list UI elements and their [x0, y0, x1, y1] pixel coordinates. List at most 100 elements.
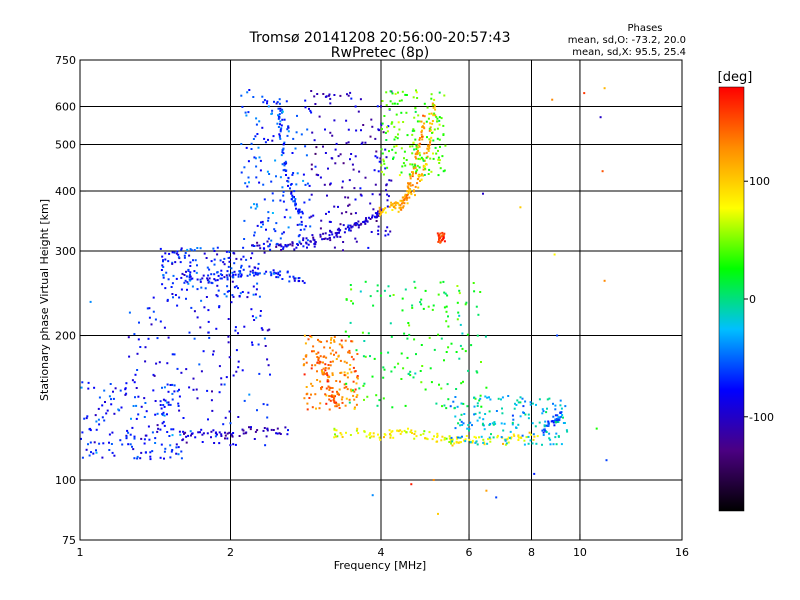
data-point [409, 431, 412, 433]
data-point [294, 147, 297, 150]
data-point [287, 429, 289, 432]
data-point [180, 248, 183, 251]
data-point [327, 94, 330, 97]
data-point [514, 402, 516, 405]
data-point [324, 393, 327, 396]
data-point [402, 367, 405, 370]
data-point [261, 220, 264, 223]
data-point [471, 439, 474, 442]
data-point [210, 436, 212, 439]
data-point [375, 220, 378, 222]
data-point [331, 372, 334, 375]
data-point [398, 206, 401, 209]
data-point [204, 287, 207, 290]
data-point [345, 382, 348, 385]
data-point [500, 422, 503, 425]
data-point [397, 202, 400, 205]
data-point [454, 415, 457, 418]
data-point [329, 221, 332, 223]
data-point [488, 410, 491, 413]
data-point [149, 455, 152, 458]
data-point [258, 244, 261, 247]
data-point [245, 258, 248, 261]
data-point [300, 220, 303, 223]
data-point [391, 406, 394, 409]
data-point [376, 213, 379, 216]
data-point [356, 223, 359, 226]
data-point [442, 280, 445, 283]
data-point [333, 401, 336, 404]
data-point [443, 232, 446, 235]
data-point [350, 355, 353, 358]
data-point [357, 226, 360, 229]
data-point [438, 119, 441, 122]
data-point [554, 421, 557, 424]
data-point [429, 122, 431, 125]
data-point [318, 115, 321, 118]
data-point [294, 203, 297, 206]
colorbar-label: [deg] [718, 70, 753, 85]
data-point [337, 155, 340, 158]
data-point [603, 87, 606, 90]
data-point [267, 237, 270, 240]
data-point [164, 252, 167, 255]
data-point [409, 145, 411, 148]
data-point [170, 286, 173, 288]
data-point [383, 162, 386, 165]
data-point [418, 120, 421, 123]
data-point [458, 314, 461, 317]
data-point [442, 237, 445, 240]
data-point [173, 251, 176, 254]
data-point [277, 276, 280, 279]
data-point [529, 439, 532, 442]
data-point [220, 435, 223, 437]
data-point [447, 398, 450, 401]
data-point [557, 421, 560, 423]
data-point [283, 164, 286, 167]
data-point [310, 215, 313, 218]
data-point [433, 348, 436, 351]
data-point [268, 328, 271, 331]
data-point [112, 390, 114, 393]
data-point [250, 257, 252, 260]
data-point [266, 403, 269, 406]
data-point [267, 364, 270, 367]
data-point [286, 433, 289, 436]
data-point [346, 376, 349, 379]
data-point [152, 373, 155, 376]
data-point [263, 251, 266, 254]
data-point [169, 403, 172, 406]
data-point [519, 206, 522, 209]
data-point [545, 431, 548, 433]
data-point [333, 94, 336, 96]
data-point [168, 252, 171, 255]
data-point [159, 247, 162, 250]
data-point [549, 438, 552, 441]
data-point [364, 222, 367, 225]
data-point [278, 244, 280, 247]
data-point [176, 304, 179, 307]
data-point [296, 223, 299, 226]
data-point [451, 438, 454, 441]
data-point [385, 189, 387, 192]
data-point [343, 383, 346, 386]
data-point [390, 122, 393, 125]
data-point [163, 405, 166, 408]
data-point [335, 351, 338, 354]
data-point [154, 442, 157, 444]
data-point [362, 124, 365, 126]
data-point [487, 438, 489, 441]
data-point [399, 432, 402, 435]
data-point [386, 193, 389, 196]
data-point [226, 437, 229, 440]
data-point [488, 436, 491, 439]
y-tick-label: 200 [55, 330, 76, 343]
data-point [253, 266, 256, 269]
data-point [182, 438, 185, 441]
data-point [152, 389, 155, 392]
data-point [180, 450, 183, 453]
data-point [355, 429, 358, 432]
data-point [511, 414, 514, 417]
data-point [280, 245, 283, 248]
data-point [88, 428, 91, 431]
